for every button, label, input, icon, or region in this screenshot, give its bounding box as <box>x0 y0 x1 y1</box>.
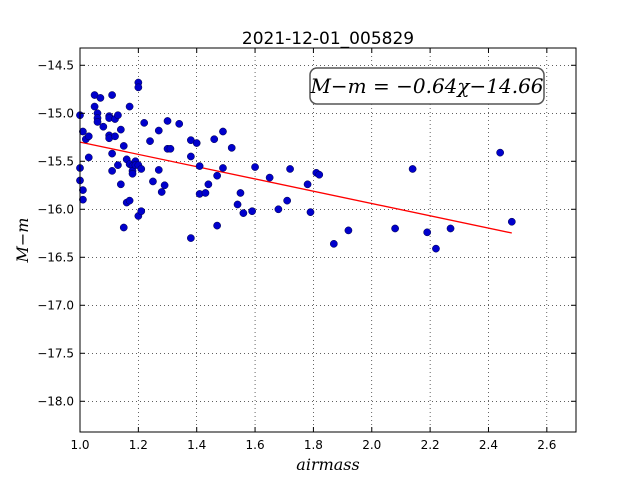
axis-ticks: 1.0 1.2 1.4 1.6 1.8 2.0 2.2 2.4 2.6 −14.5 −15.0 −15… <box>37 48 576 452</box>
data-point <box>306 208 315 217</box>
data-point <box>111 132 119 141</box>
y-tick-label: −18.0 <box>37 394 74 408</box>
data-point <box>114 111 122 120</box>
x-tick-label: 1.4 <box>187 438 206 452</box>
data-point <box>125 196 134 205</box>
data-point <box>303 180 312 189</box>
y-tick-label: −16.0 <box>37 202 74 216</box>
x-tick-label: 1.2 <box>129 438 148 452</box>
y-tick-label: −17.0 <box>37 298 74 312</box>
data-point <box>96 94 105 102</box>
data-point <box>108 167 116 175</box>
y-tick-label: −15.5 <box>37 154 74 168</box>
data-point <box>119 142 128 150</box>
data-point <box>344 226 353 235</box>
data-point <box>210 135 219 144</box>
data-point <box>149 177 157 186</box>
data-point <box>408 165 417 173</box>
data-point <box>283 196 292 205</box>
data-point <box>79 186 87 194</box>
y-tick-label: −16.5 <box>37 250 74 264</box>
data-point <box>140 119 149 127</box>
data-point <box>154 166 163 174</box>
data-point <box>90 102 99 111</box>
y-tick-label: −15.0 <box>37 106 74 120</box>
data-points <box>76 78 516 253</box>
y-tick-label: −17.5 <box>37 346 74 360</box>
fit-equation-frame <box>309 67 545 105</box>
data-point <box>265 173 274 182</box>
data-point <box>79 127 87 136</box>
data-point <box>84 153 93 162</box>
data-point <box>116 180 125 189</box>
data-point <box>432 244 440 253</box>
x-tick-label: 2.6 <box>537 438 556 452</box>
data-point <box>239 209 248 217</box>
data-point <box>236 189 245 197</box>
data-point <box>114 161 122 169</box>
data-point <box>163 117 172 125</box>
data-point <box>84 132 93 141</box>
x-axis-label: airmass <box>296 455 359 474</box>
data-point <box>195 162 204 170</box>
y-tick-label: −14.5 <box>37 58 74 72</box>
x-tick-label: 2.4 <box>479 438 498 452</box>
data-point <box>99 122 108 131</box>
data-point <box>119 223 128 232</box>
data-point <box>251 163 259 171</box>
data-point <box>93 118 102 126</box>
plot-frame <box>79 47 577 433</box>
grid <box>80 48 576 432</box>
data-point <box>213 171 221 180</box>
data-point <box>160 181 169 190</box>
data-point <box>329 239 338 248</box>
data-point <box>137 207 146 216</box>
x-tick-label: 1.6 <box>246 438 265 452</box>
data-point <box>423 228 432 237</box>
data-point <box>134 83 143 92</box>
data-point <box>446 224 455 233</box>
data-point <box>146 137 154 145</box>
data-point <box>496 148 504 157</box>
fit-equation: M−m = −0.64χ−14.66 <box>309 74 543 98</box>
data-point <box>192 139 201 147</box>
data-point <box>137 165 146 173</box>
data-point <box>219 164 227 172</box>
data-point <box>166 144 175 153</box>
data-point <box>248 207 256 216</box>
data-point <box>116 125 125 134</box>
data-point <box>108 149 116 158</box>
data-point <box>233 200 242 209</box>
y-axis-label: M−m <box>13 218 32 264</box>
data-point <box>128 169 137 178</box>
data-point <box>187 152 195 161</box>
data-point <box>204 180 213 189</box>
data-point <box>274 205 283 214</box>
data-point <box>507 217 516 226</box>
data-point <box>213 221 221 230</box>
data-point <box>219 127 227 136</box>
fit-line <box>79 141 512 234</box>
data-point <box>187 234 195 242</box>
data-point <box>315 170 324 179</box>
data-point <box>227 143 236 152</box>
chart-title: 2021-12-01_005829 <box>242 29 414 49</box>
x-tick-label: 1.0 <box>70 438 89 452</box>
data-point <box>108 91 116 99</box>
data-point <box>201 189 210 197</box>
data-point <box>154 126 163 135</box>
x-tick-label: 2.2 <box>421 438 440 452</box>
data-point <box>125 102 134 111</box>
data-point <box>79 195 87 204</box>
data-point <box>157 188 166 196</box>
x-tick-label: 2.0 <box>362 438 381 452</box>
x-tick-label: 1.8 <box>304 438 323 452</box>
data-point <box>175 119 184 128</box>
fit-equation-box: M−m = −0.64χ−14.66 <box>309 67 545 105</box>
data-point <box>391 224 399 233</box>
data-point <box>286 165 294 173</box>
fit-layer <box>79 141 512 234</box>
